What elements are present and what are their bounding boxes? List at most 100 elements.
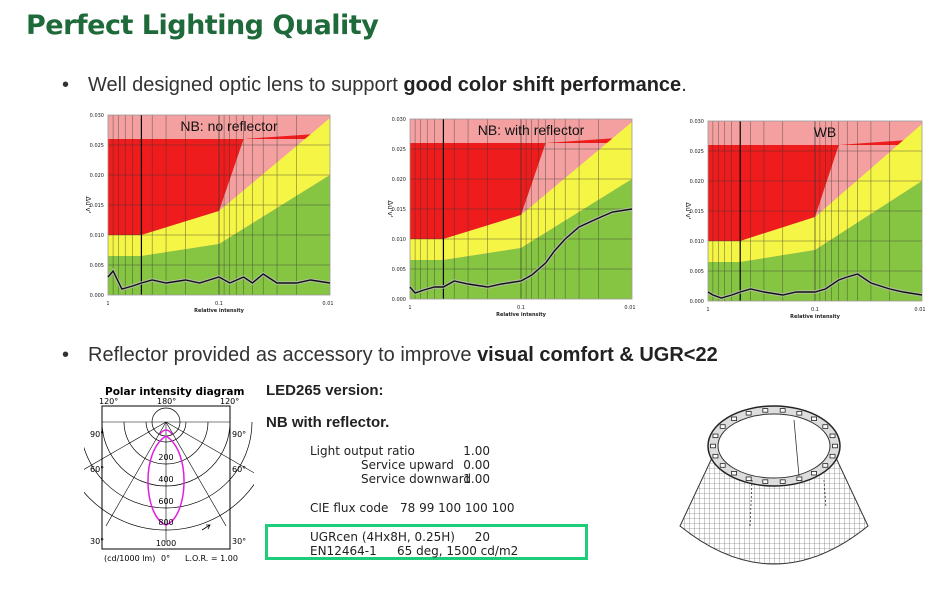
polar-bottom-label: (cd/1000 lm): [104, 554, 155, 563]
y-tick-label: 0.010: [90, 233, 104, 239]
chart-grid: [108, 115, 330, 295]
y-tick-label: 0.015: [90, 203, 104, 209]
polar-radial-label: 200: [158, 453, 173, 462]
bullet-dot: •: [62, 74, 70, 96]
y-tick-label: 0.030: [690, 119, 704, 125]
x-tick-label: 0.01: [914, 307, 925, 313]
y-axis-label: Δu'v': [386, 200, 394, 217]
polar-bottom-label: L.O.R. = 1.00: [185, 554, 238, 563]
spec-label: Service upward: [361, 458, 454, 472]
spec-value: 1.00: [463, 444, 490, 458]
polar-side-label: 30°: [90, 537, 104, 546]
plot-frame: [707, 120, 923, 302]
polar-side-label: 60°: [90, 465, 104, 474]
y-tick-label: 0.030: [392, 117, 406, 123]
y-axis-label: Δu'v': [684, 202, 692, 219]
bullet-dot: •: [62, 344, 70, 366]
led-dot: [796, 476, 803, 481]
polar-side-label: 30°: [232, 537, 246, 546]
bullet-text: Reflector provided as accessory to impro…: [88, 344, 478, 366]
polar-intensity-diagram: Polar intensity diagram 120° 180° 120° 9…: [57, 384, 275, 574]
spec-row: Service downward 1.00: [361, 472, 490, 486]
spec-row-cie: CIE flux code 78 99 100 100 100: [310, 501, 515, 515]
y-tick-label: 0.020: [690, 179, 704, 185]
spec-value: 1.00: [463, 472, 490, 486]
bullet-optic: • Well designed optic lens to support goo…: [62, 74, 687, 97]
y-tick-label: 0.000: [690, 299, 704, 305]
spec-value: 78 99 100 100 100: [400, 501, 515, 515]
series-line: [107, 269, 331, 290]
spec-value: 65 deg, 1500 cd/m2: [397, 544, 519, 558]
y-tick-label: 0.010: [392, 237, 406, 243]
x-axis-label: Relative intensity: [194, 308, 245, 314]
y-tick-label: 0.025: [690, 149, 704, 155]
bullet-text: Well designed optic lens to support: [88, 74, 404, 96]
chart-title: WB: [814, 124, 837, 140]
color-shift-chart-no-reflector: 0.000 0.005 0.010 0.015 0.020 0.025 0.030 1 0.1 0…: [78, 108, 336, 318]
y-tick-label: 0.005: [392, 267, 406, 273]
polar-radial-label: 1000: [156, 539, 176, 548]
bullet-suffix: .: [681, 74, 687, 96]
variant-heading: NB with reflector.: [266, 414, 390, 431]
x-tick-label: 1: [706, 307, 709, 313]
y-tick-label: 0.020: [392, 177, 406, 183]
spec-value: 20: [474, 530, 490, 544]
led-dot: [832, 443, 838, 449]
led-dot: [779, 408, 786, 413]
x-tick-label: 0.1: [517, 305, 525, 311]
version-heading: LED265 version:: [266, 382, 384, 399]
polar-radial-label: 600: [158, 497, 173, 506]
bullet-bold-text: visual comfort & UGR<22: [477, 344, 718, 366]
x-tick-label: 0.01: [322, 301, 333, 307]
series-line: [707, 273, 923, 299]
x-axis-label: Relative intensity: [496, 312, 547, 318]
spec-row: Service upward 0.00: [361, 458, 490, 472]
chart-title: NB: with reflector: [478, 122, 585, 138]
led-dot: [829, 433, 836, 439]
plot-frame: [107, 114, 331, 296]
led-dot: [745, 411, 752, 416]
x-tick-label: 1: [408, 305, 411, 311]
y-tick-label: 0.015: [690, 209, 704, 215]
led-dot: [710, 443, 716, 449]
spec-label: Light output ratio: [310, 444, 415, 458]
y-tick-label: 0.030: [90, 113, 104, 119]
led-dot: [811, 471, 817, 476]
color-shift-chart-with-reflector: 0.000 0.005 0.010 0.015 0.020 0.025 0.030 1 0.1 0…: [380, 112, 638, 322]
led-dot: [811, 416, 817, 421]
y-tick-label: 0.010: [690, 239, 704, 245]
led-dot: [762, 479, 769, 484]
y-tick-label: 0.025: [392, 147, 406, 153]
slide-title: Perfect Lighting Quality: [26, 10, 379, 41]
led-dot: [822, 463, 829, 468]
arrow-icon: [201, 524, 211, 531]
y-tick-label: 0.005: [690, 269, 704, 275]
led-dot: [796, 411, 803, 416]
series-line: [409, 208, 633, 294]
led-dot: [822, 424, 829, 429]
polar-grid: [57, 407, 275, 542]
polar-spoke: [165, 421, 271, 483]
led-dot: [745, 476, 752, 481]
spec-label: Service downward: [361, 472, 472, 486]
y-axis-label: Δu'v': [84, 196, 92, 213]
led-dot: [779, 479, 786, 484]
led-dot: [731, 471, 737, 476]
y-tick-label: 0.025: [90, 143, 104, 149]
reflector-illustration: [674, 398, 874, 593]
reflector-image: [679, 405, 869, 565]
spec-value: 0.00: [463, 458, 490, 472]
y-tick-label: 0.005: [90, 263, 104, 269]
bullet-reflector: • Reflector provided as accessory to impr…: [62, 344, 718, 367]
x-tick-label: 0.01: [624, 305, 635, 311]
spec-label: EN12464-1: [310, 544, 377, 558]
polar-spoke: [105, 421, 167, 527]
ugr-highlight-box: [265, 524, 588, 560]
spec-label: UGRcen (4Hx8H, 0.25H): [310, 530, 455, 544]
y-tick-label: 0.020: [90, 173, 104, 179]
polar-side-label: 90°: [90, 430, 104, 439]
led-dot: [719, 463, 726, 468]
y-tick-label: 0.000: [392, 297, 406, 303]
polar-side-label: 60°: [232, 465, 246, 474]
x-tick-label: 0.1: [215, 301, 223, 307]
